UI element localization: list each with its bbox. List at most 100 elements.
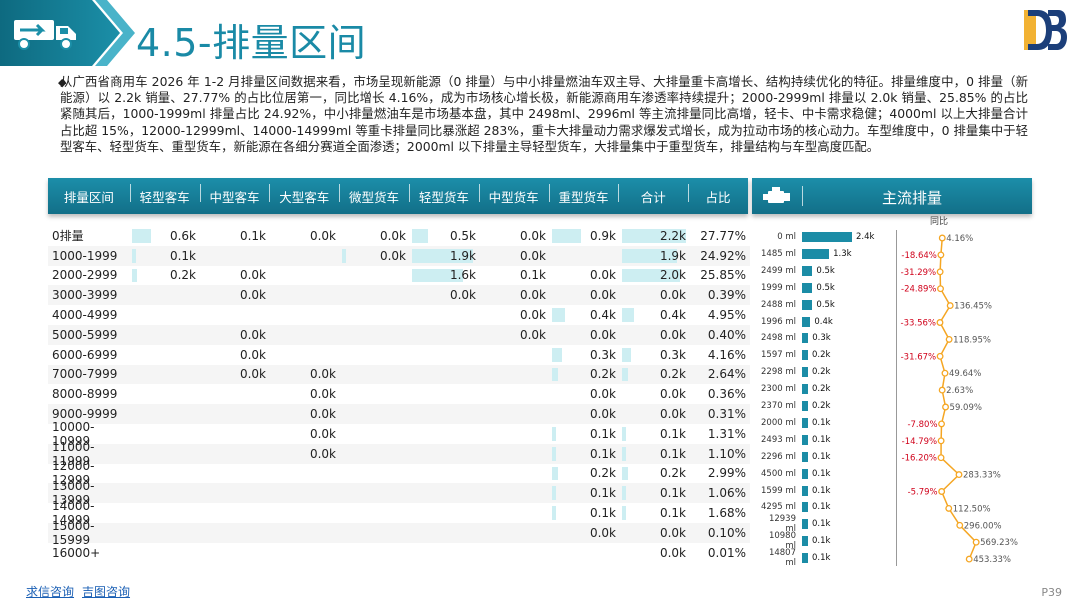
footer-link-qiuxin[interactable]: 求信咨询 [26,585,75,599]
cell-value: 0.1k [519,268,546,283]
chart-bar-row: 1599 ml 0.1k [756,483,896,499]
chart-value-label: 0.2k [812,367,831,378]
chart-bar [802,451,808,462]
column-header: 合计 [618,183,688,206]
chart-bar [802,299,813,310]
table-cell: 0.0k [550,325,620,345]
row-label-text: 3000-3999 [52,288,118,303]
table-cell [130,543,200,563]
table-cell [340,266,410,286]
table-cell: 0.0k [620,325,690,345]
chart-value-label: 0.5k [816,299,835,310]
cell-value: 1.68% [707,506,746,521]
cell-data-bar [552,506,556,520]
chart-value-label: 1.3k [833,248,852,259]
panel-header-divider [802,186,803,206]
cell-value: 0.9k [589,228,616,243]
row-label: 5000-5999 [48,325,130,345]
cell-value: 2.99% [707,466,746,481]
table-cell: 24.92% [690,246,750,266]
table-cell [480,483,550,503]
table-cell: 0.1k [620,503,690,523]
row-label-text: 10000-10999 [52,419,95,448]
cell-value: 4.16% [707,347,746,362]
table-cell [340,424,410,444]
table-cell [200,503,270,523]
column-header: 大型客车 [269,183,339,206]
yoy-line-chart: 4.16% -18.64% -31.29% -24.89% 136.45% -33.56%… [901,234,1018,565]
table-cell [270,523,340,543]
chart-bar-row: 10980 ml 0.1k [756,531,896,551]
column-header: 中型客车 [199,183,270,206]
cell-value: 0.3k [659,347,686,362]
cell-value: 0.0k [659,288,686,303]
table-cell: 0.0k [270,424,340,444]
table-cell: 4.95% [690,305,750,325]
cell-value: 27.77% [700,228,746,243]
row-label-text: 16000+ [52,545,101,560]
table-cell: 0.0k [340,226,410,246]
row-label: 2000-2999 [48,266,130,286]
table-row: 5000-5999 0.0k 0.0k 0.0k 0.0k 0.40% [48,324,750,345]
chart-bar [802,384,808,395]
yoy-label: 136.45% [954,302,992,312]
table-cell [410,404,480,424]
table-cell [270,543,340,563]
table-cell [270,285,340,305]
chart-category-label: 2498 ml [761,333,796,344]
chart-bar [802,536,808,547]
table-cell [130,444,200,464]
cell-value: 0.3k [589,347,616,362]
cell-data-bar [622,426,626,441]
table-cell [130,424,200,444]
table-cell: 0.0k [620,543,690,563]
table-cell: 1.9k [410,246,480,266]
table-cell: 0.0k [270,404,340,424]
yoy-point [946,302,954,310]
table-row: 3000-3999 0.0k 0.0k 0.0k 0.0k 0.0k 0.39% [48,285,750,306]
table-cell [340,345,410,365]
cell-data-bar [552,426,556,441]
cell-value: 0.0k [589,387,616,402]
column-header: 轻型客车 [129,183,200,206]
chart-category-label: 0 ml [777,232,796,242]
yoy-point [938,420,945,428]
chart-bar [802,553,808,564]
table-cell [340,464,410,484]
table-row: 16000+ 0.0k 0.01% [48,543,750,563]
row-label: 11000-11999 [48,440,130,468]
chart-category-label: 1996 ml [761,316,796,327]
cell-value: 0.0k [659,407,686,422]
cell-value: 0.0k [519,248,546,263]
chart-bar-row: 2298 ml 0.2k [756,364,896,380]
yoy-label: 2.63% [946,386,973,396]
footer-link-jitu[interactable]: 吉图咨询 [82,585,131,599]
chart-bar-row: 1996 ml 0.4k [756,314,896,330]
table-cell: 0.10% [690,523,750,543]
bullet-icon: ◆ [58,76,67,89]
cell-data-bar [552,466,559,481]
chart-bar-row: 2296 ml 0.1k [756,449,896,465]
row-label-text: 4000-4999 [52,308,118,323]
cell-value: 0.36% [707,387,746,402]
table-cell: 27.77% [690,226,750,246]
table-cell: 0.0k [480,246,550,266]
column-header: 重型货车 [548,183,619,206]
table-cell: 0.0k [270,365,340,385]
yoy-point [937,437,945,445]
chart-value-label: 0.1k [812,434,831,445]
chart-value-label: 0.1k [812,519,831,530]
table-cell [410,325,480,345]
cell-value: 0.0k [519,308,546,323]
yoy-point [965,555,973,563]
yoy-point [972,538,980,546]
chart-category-label: 2493 ml [761,434,796,445]
chart-bar [802,333,809,344]
table-cell [340,444,410,464]
table-cell [480,444,550,464]
cell-value: 0.0k [309,387,336,402]
cell-value: 0.0k [519,288,546,303]
table-cell: 2.64% [690,365,750,385]
table-cell [200,384,270,404]
table-cell: 0.0k [340,246,410,266]
